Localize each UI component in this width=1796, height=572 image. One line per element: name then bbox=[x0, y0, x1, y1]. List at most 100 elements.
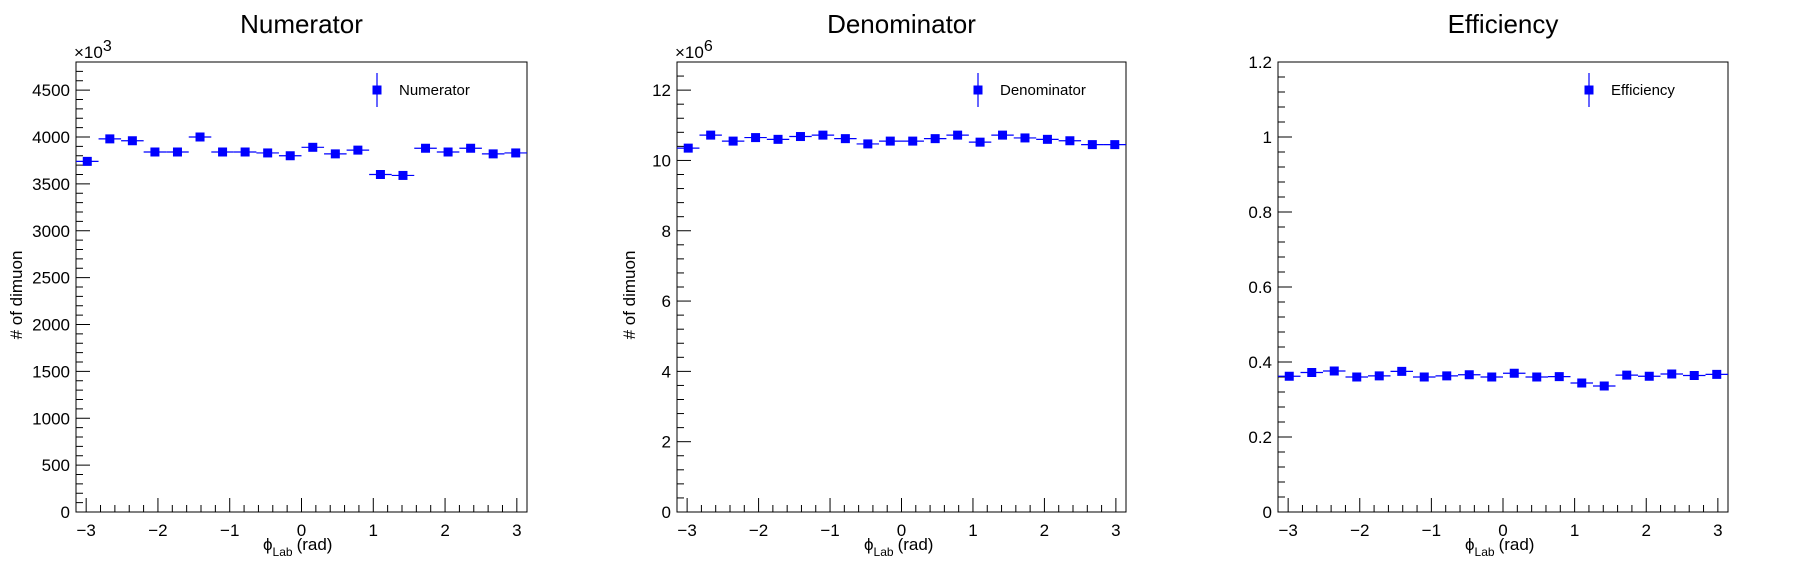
y-tick-label: 10 bbox=[652, 151, 671, 170]
x-tick-label: −2 bbox=[749, 521, 768, 540]
data-point bbox=[1413, 372, 1436, 382]
data-point bbox=[1503, 368, 1526, 378]
chart-title: Efficiency bbox=[1448, 9, 1559, 39]
chart-panel-numerator: Numerator −3 −2 −1 0 1 2 3 0 500 1000 1500 2000 2500 3… bbox=[7, 9, 528, 559]
data-point bbox=[834, 134, 857, 144]
data-point bbox=[1638, 371, 1661, 381]
y-axis-label: # of dimuon bbox=[7, 251, 26, 340]
y-tick-label: 4500 bbox=[32, 81, 70, 100]
x-tick-label: −1 bbox=[220, 521, 239, 540]
y-tick-label: 8 bbox=[662, 222, 671, 241]
x-tick-label: 2 bbox=[440, 521, 449, 540]
data-point bbox=[256, 148, 279, 158]
data-point bbox=[76, 156, 99, 166]
x-tick-label: −3 bbox=[76, 521, 95, 540]
data-point bbox=[166, 147, 189, 157]
x-tick-label: 0 bbox=[897, 521, 906, 540]
data-point bbox=[923, 134, 947, 144]
data-point bbox=[324, 149, 347, 159]
data-point bbox=[1103, 140, 1126, 150]
data-point bbox=[1705, 369, 1728, 379]
data-point bbox=[789, 132, 812, 142]
y-tick-label: 1 bbox=[1263, 128, 1272, 147]
y-axis-multiplier: ×103 bbox=[74, 38, 112, 62]
y-tick-label: 4 bbox=[662, 362, 671, 381]
data-point bbox=[1593, 381, 1616, 391]
data-point bbox=[369, 170, 392, 179]
legend-marker bbox=[1584, 85, 1594, 95]
data-point bbox=[1323, 366, 1346, 376]
x-tick-label: −1 bbox=[820, 521, 839, 540]
x-tick-label: 0 bbox=[1498, 521, 1507, 540]
data-point bbox=[1480, 372, 1503, 382]
x-tick-label: 1 bbox=[1570, 521, 1579, 540]
y-tick-label: 0.6 bbox=[1248, 278, 1272, 297]
data-point bbox=[677, 143, 700, 153]
data-point bbox=[1036, 134, 1059, 144]
legend: Efficiency bbox=[1584, 73, 1675, 107]
y-axis-label: # of dimuon bbox=[620, 251, 639, 340]
data-point bbox=[699, 130, 722, 140]
data-point bbox=[901, 136, 924, 146]
data-point bbox=[1081, 140, 1104, 150]
data-point bbox=[1278, 371, 1301, 381]
data-point bbox=[1368, 371, 1391, 381]
data-point bbox=[1458, 370, 1481, 380]
data-point bbox=[1390, 366, 1413, 376]
data-point bbox=[856, 139, 880, 149]
y-tick-label: 0.4 bbox=[1248, 353, 1272, 372]
y-axis-multiplier: ×106 bbox=[675, 38, 713, 62]
legend: Numerator bbox=[372, 73, 470, 107]
x-tick-label: −3 bbox=[677, 521, 696, 540]
data-point bbox=[233, 147, 257, 157]
data-point bbox=[1615, 370, 1638, 380]
plot-frame bbox=[75, 61, 528, 513]
data-point bbox=[1570, 378, 1593, 388]
data-point bbox=[1300, 368, 1323, 377]
data-point bbox=[436, 147, 460, 157]
y-tick-label: 3000 bbox=[32, 222, 70, 241]
x-tick-label: 2 bbox=[1040, 521, 1049, 540]
data-point bbox=[1345, 372, 1368, 382]
data-point bbox=[121, 136, 144, 146]
x-tick-label: 3 bbox=[1713, 521, 1722, 540]
x-tick-label: 3 bbox=[512, 521, 521, 540]
data-point bbox=[414, 143, 437, 153]
y-tick-label: 0 bbox=[61, 503, 70, 522]
y-tick-label: 0 bbox=[1263, 503, 1272, 522]
legend-marker bbox=[973, 85, 983, 95]
y-tick-label: 6 bbox=[662, 292, 671, 311]
data-point bbox=[346, 145, 370, 155]
y-tick-label: 1.2 bbox=[1248, 53, 1272, 72]
x-axis-label: ϕLab (rad) bbox=[864, 535, 933, 559]
data-point bbox=[301, 142, 325, 152]
y-tick-label: 1500 bbox=[32, 362, 70, 381]
data-point bbox=[991, 130, 1014, 140]
data-point bbox=[188, 132, 212, 142]
data-point bbox=[143, 147, 167, 157]
x-tick-label: −2 bbox=[148, 521, 167, 540]
x-tick-label: 3 bbox=[1111, 521, 1120, 540]
plot-frame bbox=[676, 61, 1127, 513]
data-point bbox=[1013, 133, 1037, 143]
x-tick-label: 2 bbox=[1642, 521, 1651, 540]
y-tick-label: 4000 bbox=[32, 128, 70, 147]
data-point bbox=[1525, 372, 1548, 382]
y-tick-label: 3500 bbox=[32, 175, 70, 194]
x-tick-label: 0 bbox=[297, 521, 306, 540]
chart-panel-efficiency: Efficiency −3 −2 −1 0 1 2 3 0 0.2 0.4 0.6 0.8 1 1.2 ϕLa… bbox=[1248, 9, 1729, 559]
data-point bbox=[391, 170, 415, 180]
data-point bbox=[211, 147, 234, 157]
y-tick-label: 0.8 bbox=[1248, 203, 1272, 222]
y-tick-label: 2500 bbox=[32, 269, 70, 288]
y-tick-label: 2000 bbox=[32, 316, 70, 335]
data-point bbox=[766, 134, 790, 144]
legend-label: Numerator bbox=[399, 82, 470, 99]
data-point bbox=[504, 148, 527, 158]
legend-marker bbox=[372, 85, 382, 95]
chart-title: Denominator bbox=[827, 9, 976, 39]
data-point bbox=[1435, 371, 1458, 381]
data-point bbox=[879, 136, 902, 146]
